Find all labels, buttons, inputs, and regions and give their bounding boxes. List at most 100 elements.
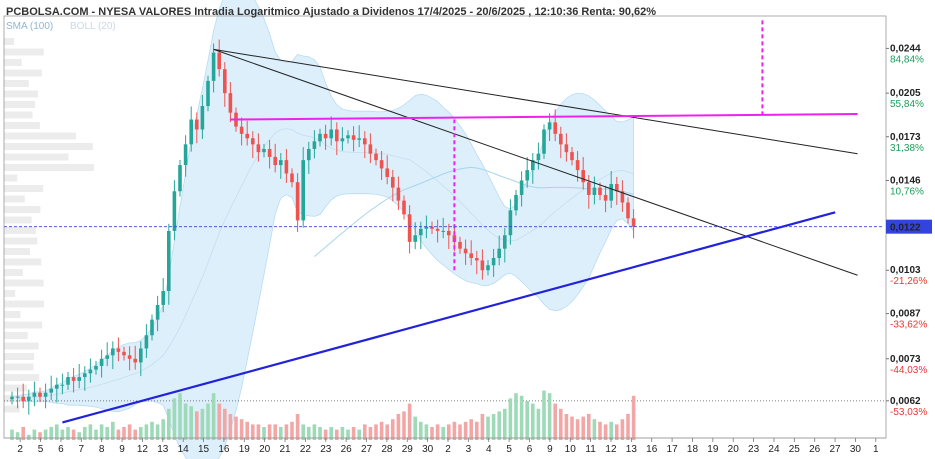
candle-body [536,153,541,161]
volume-bar [592,419,597,440]
candle-body [49,388,53,393]
trendlines [4,20,884,424]
volume-bar [368,427,373,440]
volume-profile-bar [4,132,76,140]
volume-profile-bar [4,111,33,119]
volume-bar [144,424,149,440]
x-tick-label: 10 [565,444,577,455]
volume-profile-bar [4,353,35,360]
x-tick-label: 12 [137,444,149,455]
candle-body [514,194,518,211]
candle-body [503,235,507,249]
volume-bar [284,424,289,440]
volume-bar [94,429,98,440]
candle-body [200,105,205,130]
x-tick-label: 27 [830,444,842,455]
volume-bar [570,416,574,440]
x-tick-label: 26 [809,444,821,455]
x-tick-label: 22 [300,444,312,455]
volume-profile-bar [4,216,32,224]
volume-profile-bar [4,290,16,297]
volume-bar [66,427,70,440]
volume-bar [424,424,429,440]
candle-body [239,126,244,134]
x-tick-label: 15 [198,444,210,455]
candle-body [284,160,289,174]
candle-body [335,129,339,142]
candle-body [178,165,182,192]
candle-body [486,265,490,271]
volume-bar [318,427,322,440]
volume-bar [71,429,76,440]
price-tick-label: 0,0146 [890,175,921,186]
percent-tick-label: -33,62% [890,320,927,331]
percent-tick-label: -21,26% [890,276,927,287]
x-tick-label: 9 [119,444,125,455]
candle-body [519,180,524,195]
candle-body [626,202,630,219]
candle-body [211,52,216,81]
trendline-resistance-magenta [230,113,858,121]
candle-body [447,230,451,236]
volume-bar [346,429,350,440]
volume-bar [531,403,535,440]
x-tick-label: 17 [667,444,679,455]
volume-bar [189,406,193,440]
candle-body [592,187,597,195]
candle-body [351,135,356,140]
candle-body [396,187,401,201]
volume-bar [430,427,434,440]
volume-profile-bar [4,311,21,318]
percent-tick-label: -44,03% [890,365,927,376]
candle-body [374,153,378,161]
volume-profile [4,38,94,413]
x-tick-label: 13 [626,444,638,455]
volume-bar [161,419,165,440]
volume-profile-bar [4,258,42,266]
volume-bar [172,398,177,440]
candle-body [391,176,395,188]
volume-bar [620,419,625,440]
volume-bar [10,429,14,440]
x-tick-label: 5 [38,444,44,455]
percent-tick-label: 10,76% [890,186,924,197]
x-tick-label: 7 [79,444,85,455]
volume-bar [469,419,473,440]
candle-body [631,218,636,227]
volume-bar [49,427,53,440]
candle-body [77,377,81,381]
volume-bar [581,416,585,440]
candle-body [111,348,115,356]
current-price-label: 0,0122 [890,223,921,234]
candle-body [340,138,345,142]
volume-bar [547,393,552,440]
candle-body [363,138,367,145]
candle-body [295,182,300,221]
candle-body [620,191,625,203]
volume-bar [307,427,311,440]
volume-bar [419,421,423,440]
candle-body [55,384,59,389]
percent-tick-label: -53,03% [890,407,927,418]
volume-profile-bar [4,90,38,98]
volume-profile-bar [4,164,94,171]
volume-bar [105,427,109,440]
candle-body [547,122,552,130]
candle-body [435,228,440,231]
candle-body [189,119,193,145]
volume-bar [256,424,261,440]
candle-body [217,52,221,70]
x-tick-label: 26 [341,444,353,455]
candle-body [88,369,93,374]
volume-profile-bar [4,332,28,339]
volume-bar [340,427,345,440]
x-tick-label: 19 [707,444,719,455]
candle-body [312,141,317,149]
volume-bar [133,429,137,440]
volume-profile-bar [4,80,29,87]
volume-bar [603,424,608,440]
candle-body [609,184,613,201]
volume-bar [402,411,406,440]
candle-body [21,396,25,401]
candle-body [144,335,149,349]
